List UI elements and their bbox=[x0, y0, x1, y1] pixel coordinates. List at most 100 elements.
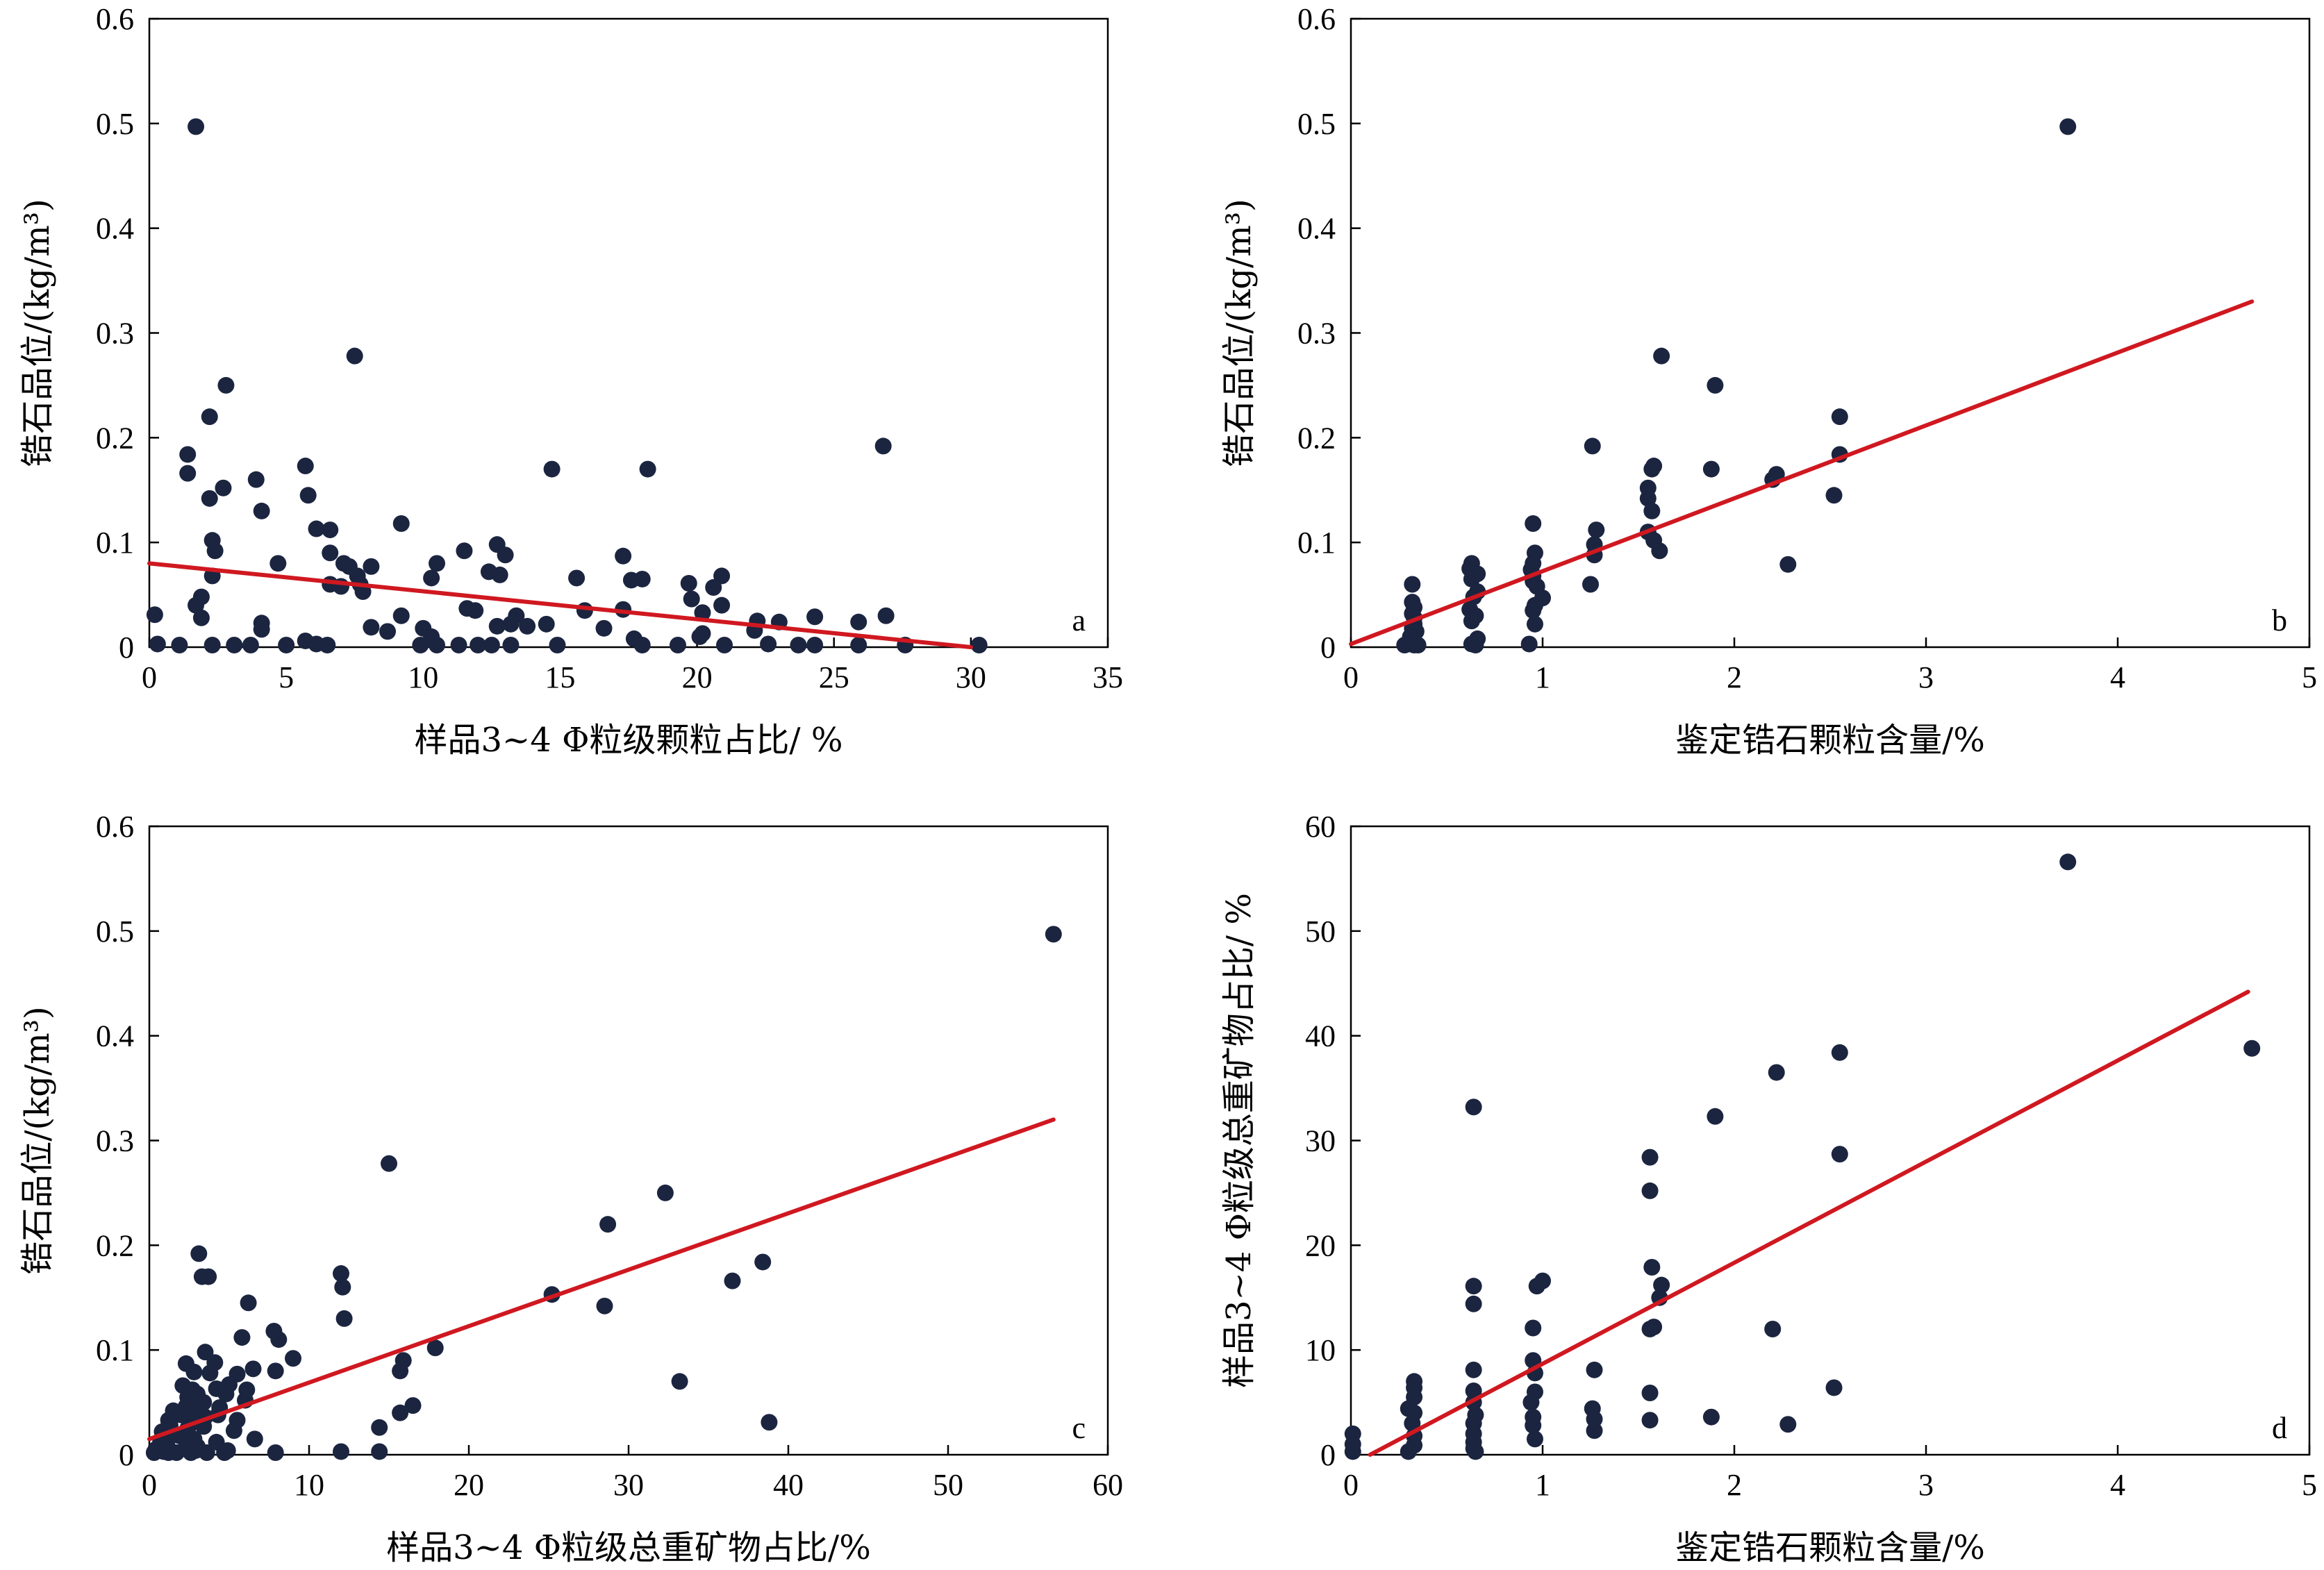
data-point bbox=[1702, 1408, 1720, 1426]
data-point bbox=[1707, 376, 1724, 394]
data-point bbox=[319, 636, 336, 653]
data-point bbox=[219, 1442, 236, 1459]
x-tick-label: 5 bbox=[279, 660, 294, 694]
data-point bbox=[1831, 1044, 1848, 1061]
data-point bbox=[392, 1404, 409, 1421]
data-point bbox=[694, 604, 711, 621]
data-point bbox=[192, 609, 210, 626]
data-point bbox=[633, 636, 651, 653]
data-point bbox=[363, 619, 380, 636]
data-point bbox=[246, 1430, 263, 1448]
panel-c: 0 10 20 30 40 50 60 0 0.1 0.2 0.3 0.4 0.5 0.6 样品3~4 Φ粒… bbox=[18, 810, 1123, 1567]
data-point bbox=[185, 1363, 203, 1380]
data-point bbox=[595, 619, 613, 637]
data-point bbox=[206, 542, 224, 560]
x-tick-label: 4 bbox=[2110, 660, 2125, 694]
data-point bbox=[576, 602, 593, 619]
data-point bbox=[217, 1385, 235, 1403]
data-point bbox=[639, 460, 656, 478]
data-point bbox=[179, 446, 197, 463]
y-tick-label: 0.5 bbox=[96, 107, 134, 141]
data-point bbox=[1643, 502, 1661, 519]
data-point bbox=[379, 623, 397, 640]
x-tick-label: 20 bbox=[682, 660, 713, 694]
data-point bbox=[1645, 458, 1663, 475]
data-point bbox=[423, 569, 440, 587]
data-point bbox=[724, 1272, 741, 1289]
data-point bbox=[322, 544, 339, 562]
y-tick-label: 0.3 bbox=[1297, 317, 1336, 351]
data-point bbox=[1465, 1099, 1482, 1116]
data-point bbox=[146, 606, 163, 624]
y-tick-label: 10 bbox=[1305, 1333, 1336, 1367]
data-point bbox=[1409, 636, 1427, 653]
x-tick-label: 0 bbox=[1343, 660, 1359, 694]
x-tick-label: 2 bbox=[1727, 660, 1742, 694]
data-point bbox=[488, 617, 506, 635]
data-point bbox=[470, 636, 487, 653]
y-tick-label: 0.3 bbox=[96, 317, 134, 351]
data-point bbox=[334, 1278, 351, 1296]
data-point bbox=[1344, 1443, 1361, 1460]
data-point bbox=[754, 1253, 772, 1271]
x-tick-label: 30 bbox=[956, 660, 986, 694]
data-point bbox=[242, 636, 259, 653]
data-point bbox=[970, 636, 988, 653]
panel-letter: b bbox=[2272, 603, 2287, 637]
x-tick-label: 20 bbox=[454, 1468, 484, 1502]
data-point bbox=[1465, 1361, 1482, 1378]
data-point bbox=[1525, 602, 1542, 619]
y-tick-label: 0.2 bbox=[96, 1228, 134, 1262]
y-tick-label: 0.3 bbox=[96, 1124, 134, 1158]
data-point bbox=[1651, 542, 1668, 560]
scatter-series bbox=[1344, 853, 2261, 1460]
data-point bbox=[656, 1184, 674, 1201]
x-axis-label: 样品3~4 Φ粒级颗粒占比/ % bbox=[415, 721, 843, 760]
data-point bbox=[615, 547, 632, 565]
x-axis-label: 样品3~4 Φ粒级总重矿物占比/% bbox=[386, 1528, 871, 1567]
x-tick-label: 35 bbox=[1093, 660, 1123, 694]
data-point bbox=[1526, 615, 1543, 633]
y-tick-label: 0 bbox=[1320, 1438, 1336, 1472]
data-point bbox=[392, 1362, 409, 1380]
data-point bbox=[1825, 487, 1843, 504]
y-tick-label: 0.4 bbox=[96, 1019, 134, 1053]
y-tick-label: 20 bbox=[1305, 1228, 1336, 1262]
scatter-series bbox=[146, 118, 988, 653]
x-tick-label: 25 bbox=[819, 660, 849, 694]
data-point bbox=[1653, 347, 1670, 365]
y-tick-label: 40 bbox=[1305, 1019, 1336, 1053]
data-point bbox=[850, 613, 868, 630]
scatter-series bbox=[1396, 118, 2077, 653]
data-point bbox=[1526, 1430, 1543, 1448]
data-point bbox=[1528, 1278, 1545, 1295]
x-tick-label: 1 bbox=[1535, 660, 1550, 694]
data-point bbox=[285, 1350, 301, 1367]
data-point bbox=[694, 625, 711, 642]
data-point bbox=[381, 1155, 397, 1172]
panel-letter: a bbox=[1072, 603, 1086, 637]
data-point bbox=[2243, 1039, 2261, 1057]
data-point bbox=[244, 1360, 262, 1378]
data-point bbox=[145, 1444, 163, 1461]
data-point bbox=[1586, 1361, 1603, 1378]
y-tick-label: 0.5 bbox=[1297, 107, 1336, 141]
data-point bbox=[761, 1414, 778, 1431]
data-point bbox=[1586, 1410, 1603, 1428]
x-tick-label: 4 bbox=[2110, 1468, 2125, 1502]
data-point bbox=[1584, 437, 1601, 455]
x-axis-label: 鉴定锆石颗粒含量/% bbox=[1675, 1528, 1985, 1567]
data-point bbox=[1639, 490, 1657, 507]
data-point bbox=[371, 1443, 388, 1460]
data-point bbox=[1641, 1412, 1659, 1429]
data-point bbox=[2059, 853, 2077, 871]
data-point bbox=[450, 636, 467, 653]
data-point bbox=[278, 636, 295, 653]
data-point bbox=[519, 617, 536, 635]
data-point bbox=[1400, 1443, 1417, 1460]
data-point bbox=[497, 546, 514, 564]
y-axis-label: 锆石品位/(kg/m³) bbox=[18, 1006, 57, 1274]
data-point bbox=[671, 1373, 688, 1390]
data-point bbox=[1825, 1379, 1843, 1396]
